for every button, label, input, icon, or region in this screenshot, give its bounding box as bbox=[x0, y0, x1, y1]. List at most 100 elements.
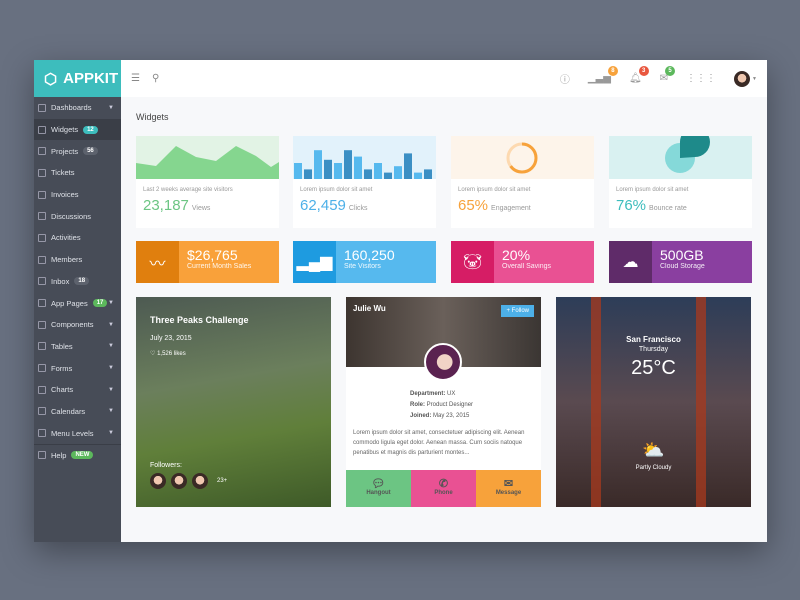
sidebar-item-members[interactable]: Members bbox=[34, 249, 121, 271]
phone-icon: ✆ bbox=[438, 478, 449, 490]
sidebar-item-label: Menu Levels bbox=[51, 428, 94, 438]
sidebar-badge: 18 bbox=[74, 277, 90, 286]
bar bbox=[404, 153, 412, 179]
activities-icon bbox=[38, 233, 46, 242]
calendars-icon bbox=[38, 407, 46, 416]
hangout-icon: 💬︎ bbox=[371, 478, 386, 490]
message-button[interactable]: ✉ Message bbox=[476, 470, 541, 507]
phone-button[interactable]: ✆ Phone bbox=[411, 470, 476, 507]
sidebar-item-label: Components bbox=[51, 320, 94, 330]
sidebar-item-activities[interactable]: Activities bbox=[34, 227, 121, 249]
bell-icon[interactable]: 🔔︎ 3 bbox=[629, 66, 649, 84]
sidebar-item-label: Charts bbox=[51, 385, 74, 395]
sidebar-badge: 56 bbox=[83, 147, 98, 156]
sidebar-item-label: Dashboards bbox=[51, 103, 92, 113]
tickets-icon bbox=[38, 168, 46, 177]
sidebar-item-charts[interactable]: Charts ▼ bbox=[34, 379, 121, 401]
likes-count: 1,526 likes bbox=[157, 351, 186, 357]
sidebar-item-inbox[interactable]: Inbox 18 bbox=[34, 271, 121, 293]
sidebar-item-menu-levels[interactable]: Menu Levels ▼ bbox=[34, 422, 121, 444]
heart-icon[interactable]: ♡ bbox=[150, 351, 156, 357]
sidebar-badge: 12 bbox=[83, 125, 98, 134]
charts-icon bbox=[38, 385, 46, 394]
search-icon[interactable]: ⚲ bbox=[151, 73, 160, 84]
chevron-down-icon[interactable]: ▼ bbox=[752, 75, 757, 82]
sidebar-item-widgets[interactable]: Widgets 12 bbox=[34, 118, 121, 141]
user-avatar[interactable] bbox=[734, 70, 751, 87]
sidebar-item-label: Tickets bbox=[51, 168, 75, 178]
chevron-down-icon: ▼ bbox=[108, 321, 114, 328]
sidebar-item-label: Invoices bbox=[51, 190, 79, 200]
sidebar-item-app-pages[interactable]: App Pages 17 ▼ bbox=[34, 292, 121, 314]
donut-chart bbox=[506, 142, 538, 174]
summary-tile[interactable]: ▂▄▆ 160,250 Site Visitors bbox=[293, 241, 436, 283]
chevron-down-icon: ▼ bbox=[108, 300, 114, 307]
trend-icon: 〰 bbox=[136, 241, 179, 283]
weather-temp: 25°C bbox=[631, 357, 676, 379]
bar bbox=[354, 156, 362, 179]
bar bbox=[374, 163, 382, 179]
stat-unit: Clicks bbox=[348, 205, 368, 212]
sidebar-item-discussions[interactable]: Discussions bbox=[34, 205, 121, 227]
sidebar-item-label: Inbox bbox=[51, 276, 70, 286]
sidebar-nav: Dashboards ▼ Widgets 12 Projects 56 Tickets Inv… bbox=[34, 97, 121, 466]
follower-avatar[interactable] bbox=[150, 473, 166, 489]
bar bbox=[324, 159, 332, 179]
cube-icon: ⬡ bbox=[44, 70, 58, 88]
cloud-upload-icon: ☁ bbox=[609, 241, 652, 283]
apps-grid-icon[interactable]: ⋮⋮⋮ bbox=[686, 73, 717, 84]
app-window: ⬡ APPKIT Dashboards ▼ Widgets 12 Projects 56 Ti… bbox=[34, 60, 767, 542]
sidebar-item-help[interactable]: Help NEW bbox=[34, 444, 121, 466]
bar bbox=[334, 163, 342, 179]
role-label: Role: bbox=[410, 402, 425, 408]
sidebar-item-label: Activities bbox=[51, 233, 81, 243]
menu-toggle-icon[interactable]: ☰ bbox=[131, 73, 140, 84]
stat-unit: Views bbox=[191, 205, 211, 212]
follow-button[interactable]: + Follow bbox=[501, 305, 534, 317]
profile-avatar bbox=[424, 343, 462, 381]
follower-avatar[interactable] bbox=[171, 473, 187, 489]
stat-unit: Bounce rate bbox=[649, 205, 687, 212]
sidebar-item-components[interactable]: Components ▼ bbox=[34, 314, 121, 336]
sidebar-item-invoices[interactable]: Invoices bbox=[34, 184, 121, 206]
signal-icon[interactable]: ▁▃▅ 8 bbox=[588, 66, 618, 84]
stat-value: 62,459 bbox=[300, 197, 346, 214]
mail-icon[interactable]: ✉ 5 bbox=[660, 66, 676, 84]
notification-badge: 5 bbox=[665, 66, 676, 76]
follower-avatar[interactable] bbox=[192, 473, 208, 489]
event-title: Three Peaks Challenge bbox=[150, 315, 249, 325]
summary-tile[interactable]: 〰 $26,765 Current Month Sales bbox=[136, 241, 279, 283]
profile-bio: Lorem ipsum dolor sit amet, consectetuer… bbox=[353, 430, 525, 456]
sidebar-item-projects[interactable]: Projects 56 bbox=[34, 140, 121, 162]
info-icon[interactable]: ⓘ bbox=[559, 75, 570, 86]
sidebar-item-tables[interactable]: Tables ▼ bbox=[34, 336, 121, 358]
sidebar-item-dashboards[interactable]: Dashboards ▼ bbox=[34, 97, 121, 119]
stat-unit: Engagement bbox=[491, 205, 531, 212]
summary-tile[interactable]: ☁ 500GB Cloud Storage bbox=[609, 241, 752, 283]
sidebar-item-forms[interactable]: Forms ▼ bbox=[34, 357, 121, 379]
logo[interactable]: ⬡ APPKIT bbox=[34, 60, 121, 97]
weather-city: San Francisco bbox=[626, 335, 681, 344]
bar bbox=[414, 172, 422, 179]
summary-tile[interactable]: 🐷︎ 20% Overall Savings bbox=[451, 241, 594, 283]
joined-label: Joined: bbox=[410, 413, 432, 419]
discussions-icon bbox=[38, 212, 46, 221]
sidebar-item-calendars[interactable]: Calendars ▼ bbox=[34, 401, 121, 423]
event-card[interactable]: Three Peaks Challenge July 23, 2015 ♡ 1,… bbox=[136, 297, 331, 507]
donut-value bbox=[506, 142, 538, 174]
sidebar-item-label: Calendars bbox=[51, 406, 86, 416]
chevron-down-icon: ▼ bbox=[108, 104, 114, 111]
hangout-button[interactable]: 💬︎ Hangout bbox=[346, 470, 411, 507]
sidebar-item-label: Members bbox=[51, 255, 83, 265]
sidebar-item-tickets[interactable]: Tickets bbox=[34, 162, 121, 184]
role-value: Product Designer bbox=[426, 402, 474, 408]
sidebar-item-label: App Pages bbox=[51, 298, 88, 308]
weather-day: Thursday bbox=[638, 346, 669, 353]
forms-icon bbox=[38, 364, 46, 373]
partly-cloudy-icon: ⛅ bbox=[642, 440, 665, 460]
stat-card: Last 2 weeks average site visitors 23,187… bbox=[136, 136, 279, 228]
notification-badge: 3 bbox=[638, 66, 649, 76]
bar bbox=[424, 169, 432, 179]
stat-caption: Lorem ipsum dolor sit amet bbox=[300, 187, 373, 193]
bar bbox=[294, 163, 302, 179]
